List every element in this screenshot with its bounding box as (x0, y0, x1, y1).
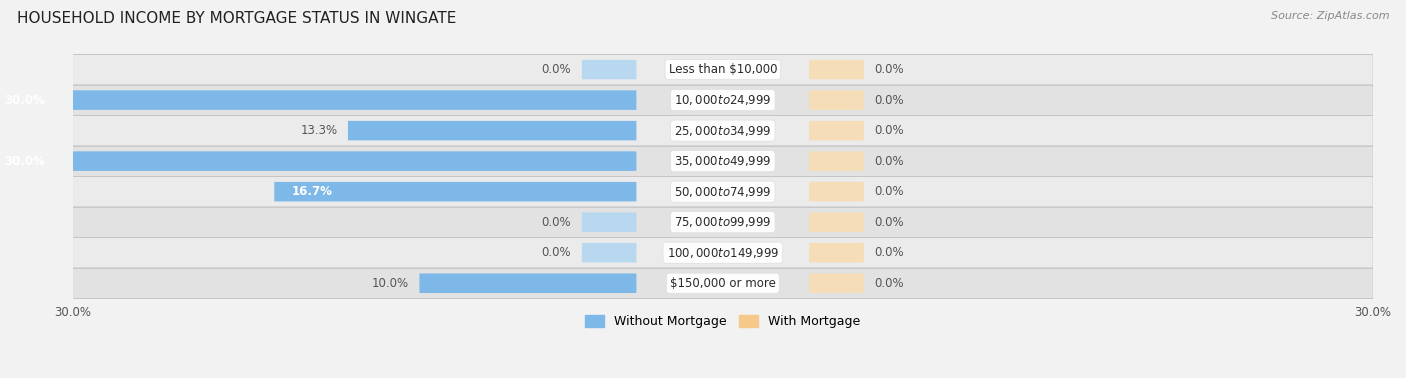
FancyBboxPatch shape (73, 268, 1372, 299)
Text: 0.0%: 0.0% (875, 216, 904, 229)
FancyBboxPatch shape (0, 90, 637, 110)
FancyBboxPatch shape (582, 60, 637, 79)
FancyBboxPatch shape (73, 54, 1372, 85)
FancyBboxPatch shape (810, 212, 863, 232)
Text: 10.0%: 10.0% (371, 277, 409, 290)
FancyBboxPatch shape (582, 243, 637, 262)
FancyBboxPatch shape (810, 273, 863, 293)
Text: 0.0%: 0.0% (541, 216, 571, 229)
FancyBboxPatch shape (810, 60, 863, 79)
Text: 0.0%: 0.0% (541, 63, 571, 76)
Text: 0.0%: 0.0% (541, 246, 571, 259)
Text: $75,000 to $99,999: $75,000 to $99,999 (673, 215, 772, 229)
Text: $100,000 to $149,999: $100,000 to $149,999 (666, 246, 779, 260)
Text: 30.0%: 30.0% (4, 155, 45, 167)
FancyBboxPatch shape (419, 273, 637, 293)
FancyBboxPatch shape (73, 85, 1372, 115)
Text: HOUSEHOLD INCOME BY MORTGAGE STATUS IN WINGATE: HOUSEHOLD INCOME BY MORTGAGE STATUS IN W… (17, 11, 456, 26)
Text: Source: ZipAtlas.com: Source: ZipAtlas.com (1271, 11, 1389, 21)
Text: Less than $10,000: Less than $10,000 (669, 63, 778, 76)
Text: $150,000 or more: $150,000 or more (669, 277, 776, 290)
FancyBboxPatch shape (73, 146, 1372, 177)
FancyBboxPatch shape (347, 121, 637, 140)
Text: 0.0%: 0.0% (875, 155, 904, 167)
Text: 16.7%: 16.7% (292, 185, 333, 198)
FancyBboxPatch shape (73, 207, 1372, 237)
Text: $25,000 to $34,999: $25,000 to $34,999 (673, 124, 772, 138)
Text: 0.0%: 0.0% (875, 246, 904, 259)
FancyBboxPatch shape (73, 115, 1372, 146)
FancyBboxPatch shape (0, 151, 637, 171)
Text: 0.0%: 0.0% (875, 94, 904, 107)
FancyBboxPatch shape (582, 212, 637, 232)
FancyBboxPatch shape (73, 177, 1372, 207)
FancyBboxPatch shape (810, 151, 863, 171)
Text: $35,000 to $49,999: $35,000 to $49,999 (673, 154, 772, 168)
FancyBboxPatch shape (73, 237, 1372, 268)
Text: 0.0%: 0.0% (875, 124, 904, 137)
Text: 0.0%: 0.0% (875, 277, 904, 290)
Text: $50,000 to $74,999: $50,000 to $74,999 (673, 185, 772, 199)
Text: $10,000 to $24,999: $10,000 to $24,999 (673, 93, 772, 107)
FancyBboxPatch shape (810, 90, 863, 110)
FancyBboxPatch shape (810, 121, 863, 140)
FancyBboxPatch shape (810, 243, 863, 262)
FancyBboxPatch shape (810, 182, 863, 201)
Text: 0.0%: 0.0% (875, 63, 904, 76)
Text: 30.0%: 30.0% (4, 94, 45, 107)
Legend: Without Mortgage, With Mortgage: Without Mortgage, With Mortgage (581, 310, 865, 333)
Text: 13.3%: 13.3% (301, 124, 337, 137)
Text: 0.0%: 0.0% (875, 185, 904, 198)
FancyBboxPatch shape (274, 182, 637, 201)
